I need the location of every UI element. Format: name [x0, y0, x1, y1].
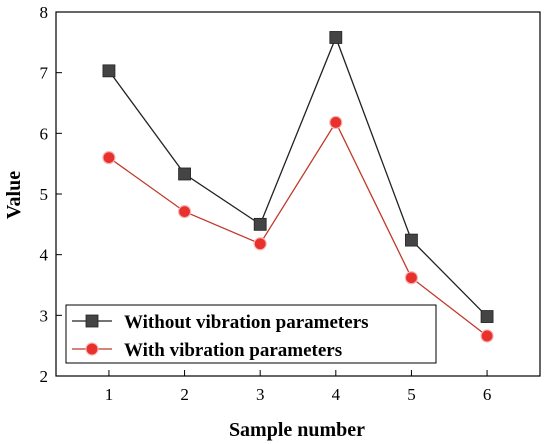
data-point-square	[480, 310, 494, 323]
y-axis: 2 3 4 5 6 7 8	[40, 3, 62, 386]
series-line-without-vibration	[108, 35, 488, 318]
y-tick-label: 8	[40, 3, 49, 22]
legend-box	[65, 304, 437, 364]
data-point-circle	[102, 151, 116, 165]
y-axis-title: Value	[3, 171, 25, 219]
x-tick-label: 1	[105, 385, 114, 404]
legend-item-with-vibration: With vibration parameters	[72, 340, 342, 361]
x-tick-label: 5	[407, 385, 416, 404]
y-tick-label: 4	[40, 246, 49, 265]
legend-marker-square	[85, 314, 99, 328]
legend-item-without-vibration: Without vibration parameters	[72, 312, 369, 333]
y-tick-label: 2	[40, 367, 49, 386]
legend: Without vibration parameters With vibrat…	[65, 304, 437, 364]
x-tick-label: 3	[256, 385, 265, 404]
data-point-square	[102, 64, 116, 78]
data-point-circle	[480, 329, 494, 343]
legend-label-with-vibration: With vibration parameters	[124, 340, 342, 361]
data-point-square	[405, 233, 418, 247]
data-point-square	[253, 217, 267, 231]
data-point-circle	[177, 204, 192, 219]
y-tick-label: 3	[40, 306, 49, 325]
data-point-circle	[253, 237, 267, 251]
data-point-circle	[404, 271, 419, 285]
data-point-circle	[329, 115, 343, 130]
legend-marker-circle	[85, 342, 99, 356]
y-tick-label: 5	[40, 185, 49, 204]
legend-label-without-vibration: Without vibration parameters	[124, 312, 369, 333]
x-tick-label: 2	[180, 385, 189, 404]
series-layer	[102, 31, 494, 343]
data-point-square	[329, 31, 343, 44]
x-tick-label: 4	[332, 385, 341, 404]
x-axis-title: Sample number	[229, 419, 365, 441]
y-tick-label: 7	[40, 64, 49, 83]
x-axis: 1 2 3 4 5 6	[105, 370, 492, 404]
y-tick-label: 6	[40, 124, 49, 143]
data-point-square	[178, 167, 191, 181]
series-line-with-vibration	[108, 121, 488, 337]
x-tick-label: 6	[483, 385, 492, 404]
